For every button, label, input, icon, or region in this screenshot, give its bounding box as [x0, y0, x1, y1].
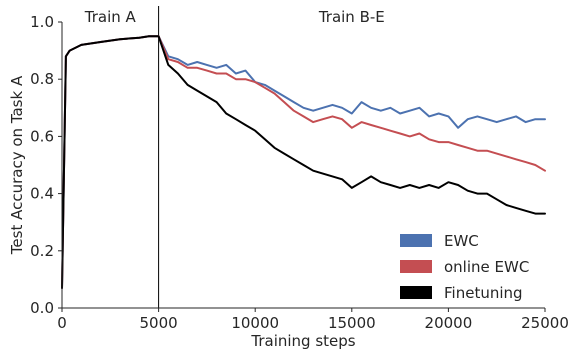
- x-tick-label: 15000: [328, 314, 376, 332]
- series-layer: [61, 35, 546, 289]
- x-tick-label: 25000: [521, 314, 569, 332]
- y-tick-label: 0.0: [30, 299, 54, 317]
- x-tick-label: 10000: [231, 314, 279, 332]
- x-axis-title: Training steps: [250, 332, 355, 350]
- y-tick-label: 0.6: [30, 127, 54, 145]
- series-line: [61, 35, 546, 289]
- y-axis-title: Test Accuracy on Task A: [8, 75, 26, 255]
- y-axis: 0.0 0.2 0.4 0.6 0.8 1.0: [30, 13, 63, 317]
- legend-label: EWC: [444, 232, 479, 250]
- legend-label: Finetuning: [444, 284, 523, 302]
- annotations: Train A Train B-E: [84, 8, 385, 26]
- legend-swatch: [400, 286, 432, 299]
- series-line: [61, 35, 546, 289]
- phase-label: Train B-E: [318, 8, 385, 26]
- x-axis: 0 5000 10000 15000 20000 25000: [57, 307, 569, 332]
- x-tick-label: 5000: [140, 314, 178, 332]
- y-tick-label: 0.4: [30, 185, 54, 203]
- x-tick-label: 0: [57, 314, 67, 332]
- y-tick-label: 0.2: [30, 242, 54, 260]
- x-tick-label: 20000: [425, 314, 473, 332]
- y-tick-label: 0.8: [30, 70, 54, 88]
- phase-label: Train A: [84, 8, 137, 26]
- y-tick-label: 1.0: [30, 13, 54, 31]
- series-line: [61, 35, 546, 289]
- legend-label: online EWC: [444, 258, 529, 276]
- legend: EWC online EWC Finetuning: [400, 232, 529, 302]
- legend-swatch: [400, 260, 432, 273]
- legend-swatch: [400, 234, 432, 247]
